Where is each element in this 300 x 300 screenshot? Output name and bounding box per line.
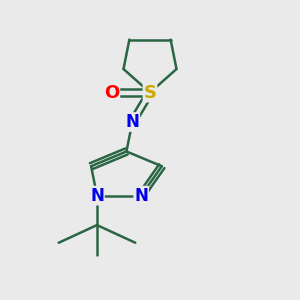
Text: S: S	[143, 84, 157, 102]
Text: N: N	[90, 187, 104, 205]
Text: N: N	[125, 113, 139, 131]
Text: O: O	[104, 84, 119, 102]
Text: N: N	[134, 187, 148, 205]
